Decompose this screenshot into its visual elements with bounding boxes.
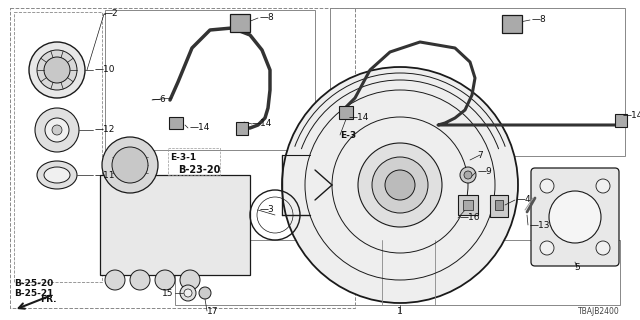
- Text: TBAJB2400: TBAJB2400: [579, 308, 620, 316]
- Text: —8: —8: [260, 13, 275, 22]
- Text: —8: —8: [532, 15, 547, 25]
- Text: B-25-20: B-25-20: [14, 278, 53, 287]
- Circle shape: [464, 171, 472, 179]
- Circle shape: [155, 270, 175, 290]
- Bar: [236, 122, 248, 135]
- FancyBboxPatch shape: [531, 168, 619, 266]
- Circle shape: [45, 118, 69, 142]
- Text: FR.: FR.: [40, 295, 56, 305]
- Circle shape: [282, 67, 518, 303]
- Circle shape: [180, 285, 196, 301]
- Circle shape: [385, 170, 415, 200]
- Text: —9: —9: [478, 167, 493, 177]
- Bar: [463, 200, 473, 210]
- Text: —2: —2: [104, 10, 118, 19]
- Bar: [105, 10, 315, 150]
- Circle shape: [540, 179, 554, 193]
- Text: —11: —11: [95, 171, 115, 180]
- Text: 1: 1: [397, 308, 403, 316]
- Circle shape: [596, 179, 610, 193]
- Text: B-25-21: B-25-21: [14, 289, 53, 298]
- Circle shape: [372, 157, 428, 213]
- Circle shape: [180, 270, 200, 290]
- Bar: [502, 15, 522, 33]
- Bar: [495, 200, 503, 210]
- Text: —14: —14: [623, 111, 640, 121]
- Bar: [230, 14, 250, 32]
- Text: —12: —12: [95, 125, 115, 134]
- Text: E-3-1: E-3-1: [170, 154, 196, 163]
- Circle shape: [184, 289, 192, 297]
- Circle shape: [105, 270, 125, 290]
- Text: —3: —3: [260, 205, 275, 214]
- Circle shape: [37, 50, 77, 90]
- Bar: [458, 195, 478, 215]
- Text: —4: —4: [517, 196, 532, 204]
- Circle shape: [199, 287, 211, 299]
- Bar: [615, 114, 627, 127]
- Circle shape: [130, 270, 150, 290]
- Text: —13: —13: [530, 220, 550, 229]
- Bar: [169, 117, 183, 129]
- Text: 7: 7: [477, 150, 483, 159]
- Circle shape: [102, 137, 158, 193]
- Circle shape: [44, 57, 70, 83]
- Text: —16: —16: [460, 213, 481, 222]
- Circle shape: [460, 167, 476, 183]
- Bar: [330, 8, 625, 156]
- Circle shape: [540, 241, 554, 255]
- Bar: [14, 12, 102, 282]
- Text: 5: 5: [574, 263, 580, 273]
- Bar: [175, 240, 620, 305]
- Text: —14: —14: [349, 113, 369, 122]
- Bar: [339, 106, 353, 119]
- Text: —14: —14: [190, 124, 211, 132]
- Bar: [100, 175, 250, 275]
- Bar: [10, 8, 355, 308]
- Circle shape: [29, 42, 85, 98]
- Text: —14: —14: [252, 119, 273, 129]
- Circle shape: [52, 125, 62, 135]
- Text: 15: 15: [161, 289, 173, 298]
- Ellipse shape: [44, 167, 70, 183]
- Circle shape: [358, 143, 442, 227]
- Text: B-23-20: B-23-20: [178, 165, 220, 175]
- Ellipse shape: [37, 161, 77, 189]
- Bar: [490, 195, 508, 217]
- Circle shape: [596, 241, 610, 255]
- Circle shape: [549, 191, 601, 243]
- Text: —10: —10: [95, 66, 115, 75]
- Text: —6: —6: [152, 95, 167, 105]
- Text: E-3: E-3: [340, 131, 356, 140]
- Circle shape: [35, 108, 79, 152]
- Circle shape: [112, 147, 148, 183]
- Text: 17: 17: [207, 307, 219, 316]
